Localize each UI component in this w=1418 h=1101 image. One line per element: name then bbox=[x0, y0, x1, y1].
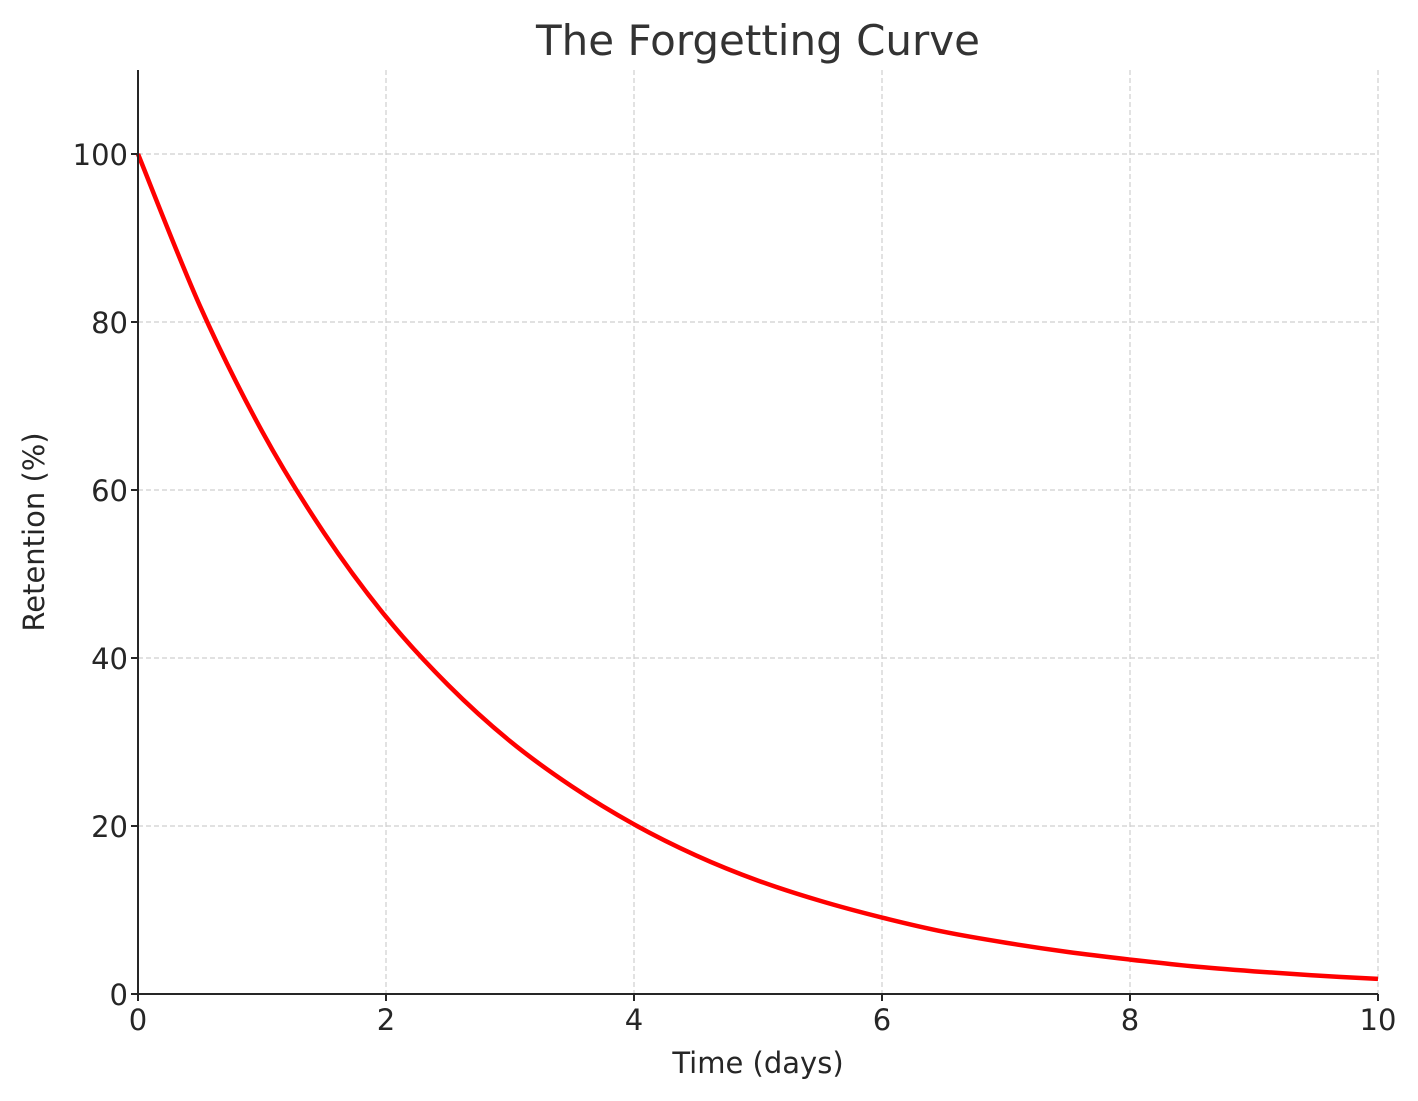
y-tick-label: 0 bbox=[110, 978, 128, 1012]
series-layer bbox=[135, 153, 1379, 982]
x-tick-label: 2 bbox=[377, 1003, 395, 1037]
y-tick-label: 100 bbox=[73, 138, 128, 172]
x-tick-label: 10 bbox=[1360, 1003, 1397, 1037]
y-tick-label: 20 bbox=[91, 810, 128, 844]
retention-line bbox=[135, 153, 1379, 982]
x-axis-title: Time (days) bbox=[671, 1046, 843, 1080]
x-tick-label: 6 bbox=[873, 1003, 891, 1037]
grid bbox=[138, 70, 1379, 994]
chart-title: The Forgetting Curve bbox=[535, 16, 980, 65]
y-tick-label: 40 bbox=[91, 642, 128, 676]
y-axis-title: Retention (%) bbox=[17, 432, 51, 631]
y-tick-label: 60 bbox=[91, 474, 128, 508]
x-tick-label: 8 bbox=[1121, 1003, 1139, 1037]
y-tick-label: 80 bbox=[91, 306, 128, 340]
x-tick-label: 0 bbox=[129, 1003, 147, 1037]
x-tick-label: 4 bbox=[625, 1003, 643, 1037]
